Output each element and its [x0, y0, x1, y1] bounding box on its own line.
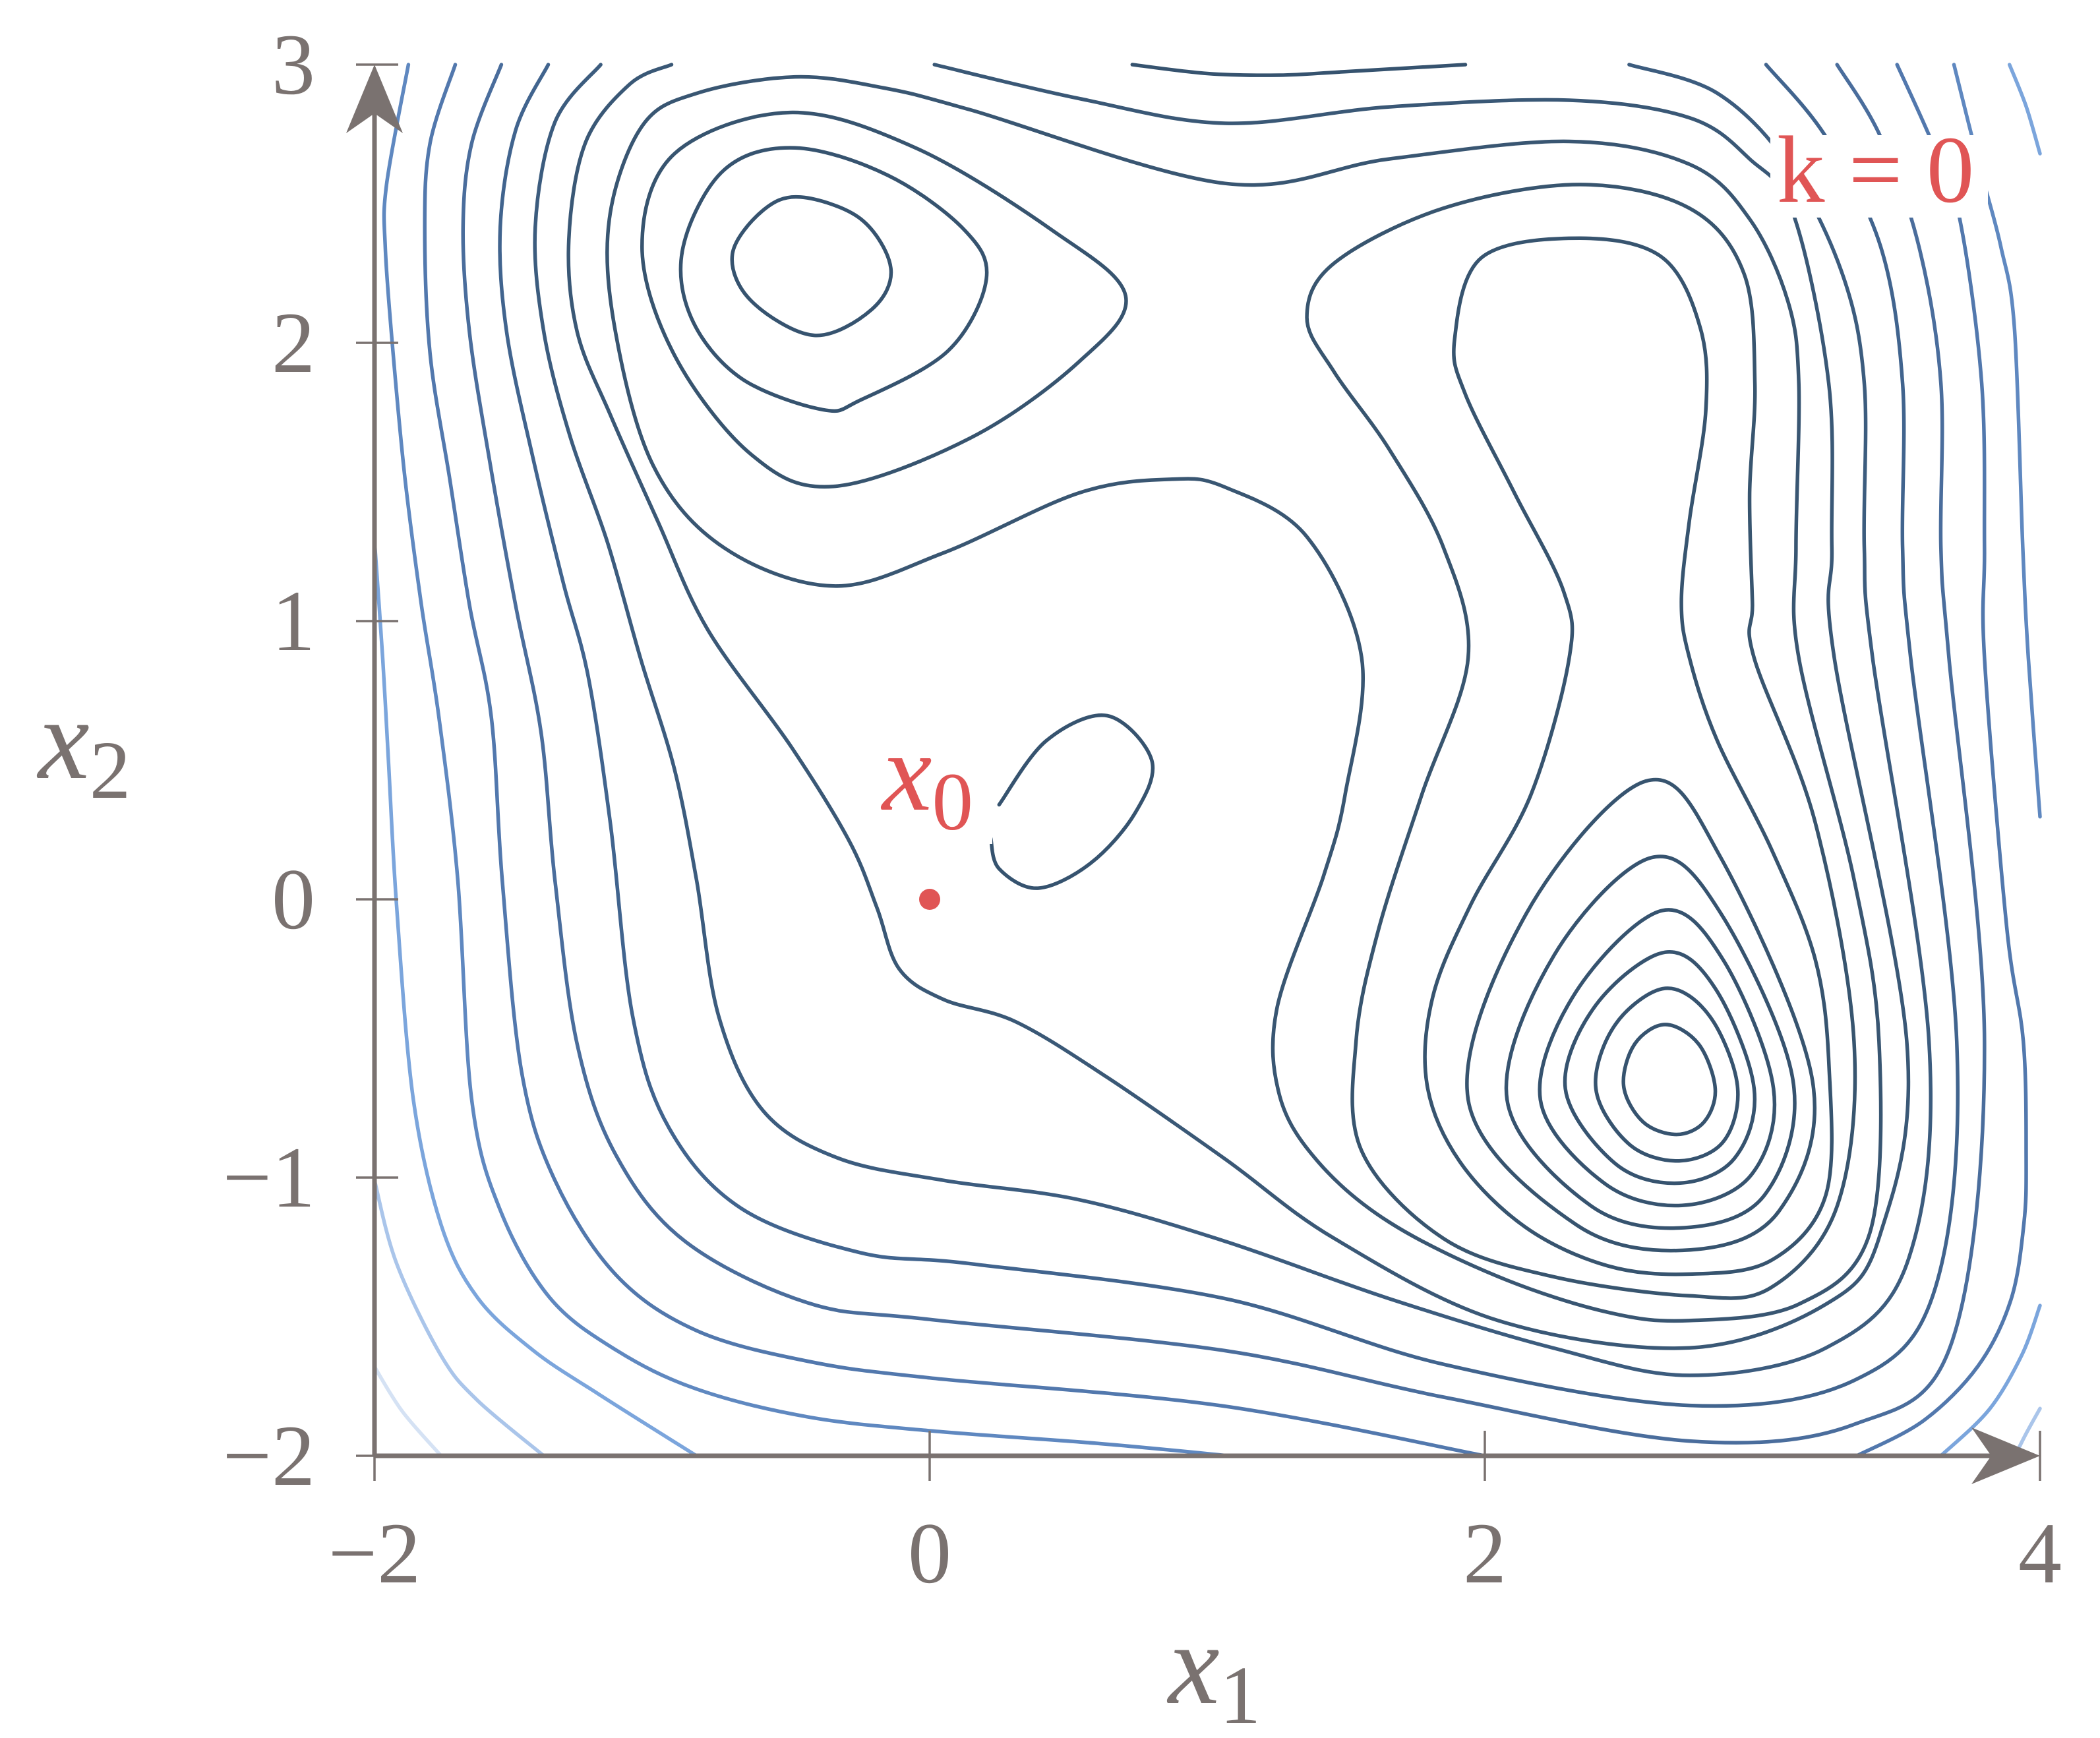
contour-line-15: [498, 63, 1960, 1408]
axis-ticks: [356, 63, 2041, 1481]
contour-line-12: [605, 75, 1883, 1323]
start-point-marker: [919, 889, 940, 910]
y-tick-label: −1: [223, 1129, 315, 1226]
contour-line-27: [1130, 63, 1468, 77]
x-tick-label: −2: [328, 1505, 421, 1602]
contour-line-2: [1563, 950, 1756, 1185]
contour-line-14: [533, 63, 1933, 1377]
y-axis-label-base: x: [36, 675, 90, 803]
x-axis-label-subscript: 1: [1220, 1650, 1261, 1738]
x-axis-arrowhead: [1971, 1427, 2040, 1484]
contour-line-23: [1938, 1304, 2042, 1458]
x-axis-label: x1: [1166, 1600, 1261, 1738]
contour-line-13: [566, 63, 1911, 1350]
y-tick-label: 1: [272, 572, 315, 669]
contour-line-9: [988, 713, 1155, 890]
contour-line-6: [730, 195, 893, 338]
y-tick-label: 2: [272, 294, 315, 391]
contour-line-22: [2007, 63, 2042, 156]
contour-line-21: [373, 538, 699, 1458]
axes: [346, 65, 2040, 1484]
contour-line-8: [640, 110, 1128, 489]
contour-line-18: [1855, 63, 2028, 1458]
y-axis-label-subscript: 2: [90, 725, 131, 816]
contour-line-11: [1305, 183, 1857, 1300]
y-tick-label: 3: [272, 16, 315, 113]
contour-line-7: [678, 146, 989, 413]
contour-line-26: [373, 1365, 443, 1458]
tick-labels: −2 0 2 4 −2 −1 0 1 2 3: [223, 16, 2062, 1602]
y-tick-label: −2: [223, 1407, 315, 1504]
contour-line-5: [1465, 777, 1816, 1253]
contour-line-17: [423, 63, 1487, 1458]
x-tick-label: 4: [2018, 1505, 2062, 1602]
iteration-label: k = 0: [1777, 117, 1974, 223]
contour-lines: [373, 63, 2042, 1458]
start-point-label-base: x: [880, 710, 932, 834]
y-tick-label: 0: [272, 851, 315, 947]
y-axis-label: x2: [36, 675, 131, 816]
x-tick-label: 2: [1463, 1505, 1507, 1602]
contour-line-4: [1504, 854, 1797, 1230]
start-point-label-subscript: 0: [932, 757, 973, 848]
contour-line-19: [382, 63, 1232, 1458]
y-axis-arrowhead: [346, 65, 403, 133]
x-axis-label-base: x: [1166, 1600, 1220, 1728]
start-point-label: x0: [880, 710, 973, 848]
contour-line-3: [1538, 908, 1777, 1208]
x-tick-label: 0: [908, 1505, 951, 1602]
contour-line-16: [461, 63, 1987, 1445]
contour-line-1: [1594, 986, 1740, 1163]
contour-line-10: [1423, 236, 1834, 1276]
start-label-background: [877, 752, 992, 844]
iteration-label-background: [1770, 135, 1988, 218]
contour-line-0: [1621, 1023, 1718, 1137]
contour-line-24: [373, 1178, 546, 1458]
